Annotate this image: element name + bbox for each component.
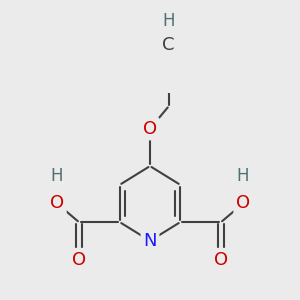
Text: H: H <box>162 12 175 30</box>
Text: O: O <box>214 250 228 268</box>
Text: O: O <box>72 250 86 268</box>
Text: H: H <box>51 167 63 185</box>
Text: O: O <box>50 194 64 212</box>
Text: N: N <box>143 232 157 250</box>
Text: O: O <box>236 194 250 212</box>
Text: O: O <box>143 120 157 138</box>
Text: H: H <box>237 167 249 185</box>
Text: C: C <box>162 36 175 54</box>
